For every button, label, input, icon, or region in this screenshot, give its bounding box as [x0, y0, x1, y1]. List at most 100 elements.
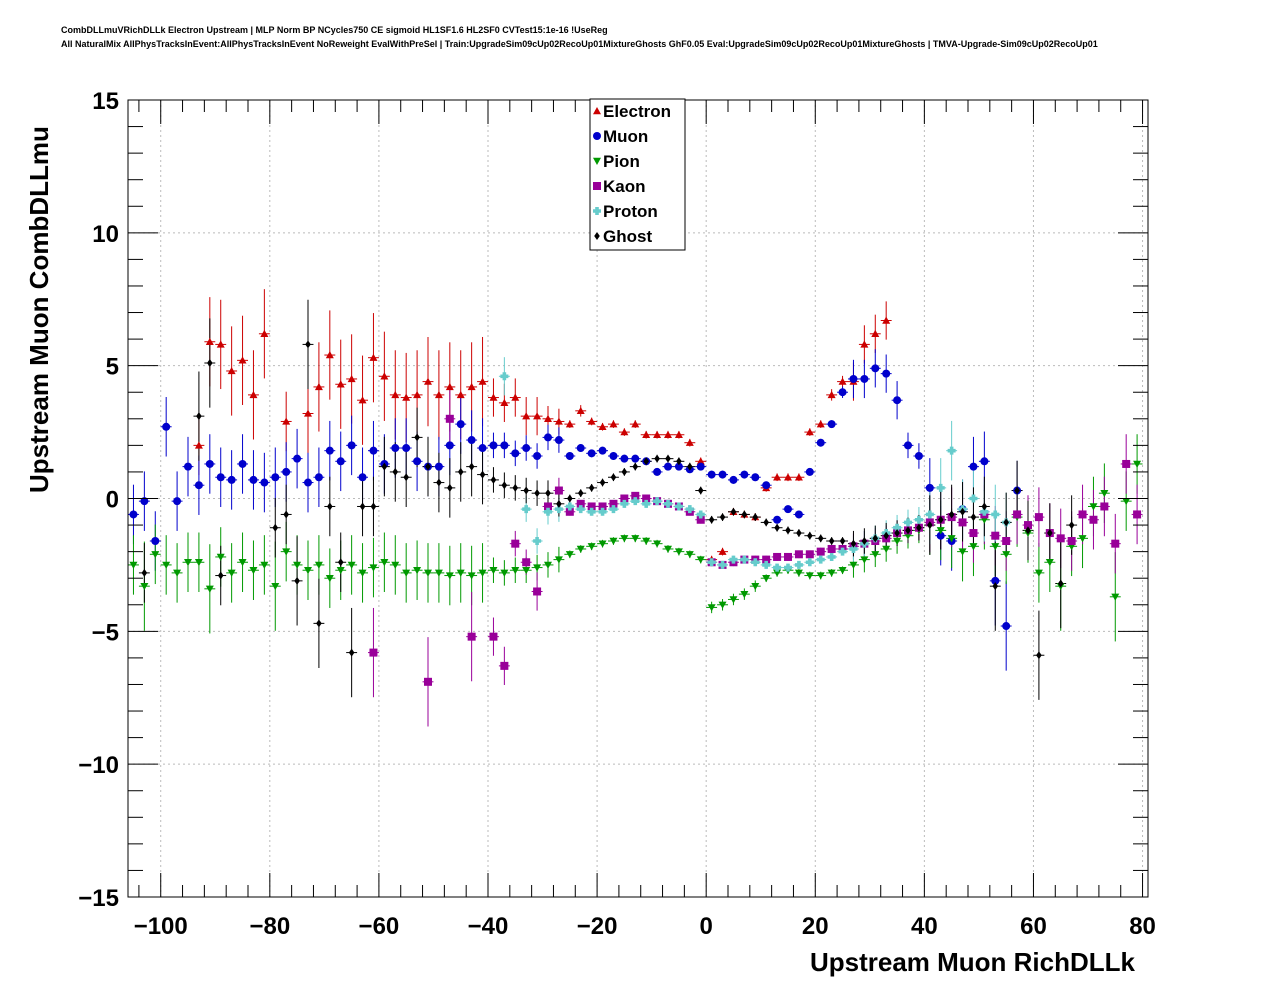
pion-point	[1100, 489, 1109, 498]
pion-point	[456, 569, 465, 577]
pion-point	[260, 561, 269, 569]
muon-point	[565, 451, 574, 460]
muon-point	[162, 422, 171, 431]
muon-point	[336, 457, 345, 466]
proton-point	[805, 558, 814, 567]
ghost-point	[992, 582, 999, 591]
kaon-point	[1133, 510, 1142, 519]
proton-point	[718, 560, 727, 569]
muon-point	[293, 454, 302, 463]
muon-point	[184, 462, 192, 471]
pion-point	[664, 545, 672, 553]
muon-point	[794, 510, 803, 519]
pion-point	[991, 543, 1000, 551]
electron-point	[882, 316, 891, 324]
ghost-point	[1003, 518, 1009, 527]
muon-point	[784, 505, 792, 514]
kaon-point	[784, 552, 792, 561]
ghost-point	[392, 467, 399, 476]
ghost-point	[654, 454, 660, 463]
ghost-point	[305, 340, 311, 349]
ghost-point	[447, 483, 453, 492]
pion-point	[304, 567, 312, 575]
kaon-point	[609, 499, 618, 508]
ghost-point	[381, 462, 388, 471]
ghost-point	[207, 359, 213, 368]
muon-point	[129, 510, 138, 519]
proton-point	[816, 555, 825, 564]
proton-point	[991, 510, 1000, 519]
muon-point	[664, 462, 672, 471]
pion-point	[151, 551, 160, 559]
pion-point	[314, 561, 323, 569]
y-tick-label: 15	[92, 88, 119, 115]
error-bars	[128, 289, 1143, 727]
proton-point	[653, 497, 662, 506]
muon-point	[762, 481, 771, 490]
ghost-point	[479, 470, 486, 479]
electron-point	[664, 430, 672, 438]
pion-point	[347, 561, 356, 569]
legend-marker-electron	[593, 107, 601, 115]
kaon-point	[1078, 510, 1087, 519]
pion-point	[184, 559, 192, 567]
x-tick-label: 0	[700, 913, 713, 940]
proton-point	[533, 537, 542, 546]
ghost-point	[1036, 651, 1042, 660]
muon-point	[544, 433, 552, 442]
muon-point	[554, 436, 563, 445]
pion-point	[696, 556, 705, 564]
ghost-point	[763, 518, 769, 527]
y-tick-label: 5	[106, 354, 119, 381]
electron-point	[784, 473, 792, 481]
electron-point	[794, 473, 803, 481]
pion-point	[773, 569, 782, 577]
electron-point	[642, 430, 651, 438]
muon-point	[816, 438, 825, 447]
electron-point	[587, 417, 596, 425]
proton-point	[707, 558, 716, 567]
ghost-point	[817, 534, 824, 543]
muon-point	[598, 446, 607, 455]
electron-point	[860, 340, 869, 348]
pion-point	[794, 569, 803, 577]
electron-point	[544, 414, 552, 422]
pion-point	[947, 535, 956, 543]
electron-point	[871, 329, 880, 337]
ghost-point	[414, 433, 420, 442]
kaon-point	[489, 632, 498, 641]
ghost-point	[785, 526, 791, 535]
kaon-point	[467, 632, 476, 641]
ghost-point	[872, 534, 879, 543]
kaon-point	[511, 539, 520, 548]
proton-point	[598, 507, 607, 516]
proton-point	[696, 510, 705, 519]
ghost-point	[523, 486, 529, 495]
pion-point	[129, 561, 138, 569]
x-axis-label: Upstream Muon RichDLLk	[810, 947, 1136, 977]
legend-label-proton: Proton	[603, 202, 658, 221]
proton-point	[554, 505, 563, 514]
proton-point	[762, 560, 771, 569]
kaon-point	[991, 531, 1000, 540]
electron-point	[391, 390, 400, 399]
kaon-point	[424, 677, 432, 686]
electron-point	[467, 382, 476, 391]
kaon-point	[1056, 534, 1065, 543]
pion-point	[413, 567, 422, 575]
kaon-point	[500, 661, 509, 670]
electron-point	[565, 420, 574, 428]
legend-label-electron: Electron	[603, 102, 671, 121]
proton-point	[893, 523, 902, 532]
electron-point	[260, 329, 269, 337]
electron-point	[533, 412, 542, 420]
ghost-point	[512, 483, 519, 492]
ghost-point	[632, 462, 639, 471]
ghost-point	[545, 489, 551, 498]
kaon-point	[1111, 539, 1120, 548]
muon-point	[500, 441, 509, 450]
ghost-point	[687, 462, 693, 471]
ghost-point	[1047, 529, 1053, 538]
muon-point	[358, 473, 367, 482]
